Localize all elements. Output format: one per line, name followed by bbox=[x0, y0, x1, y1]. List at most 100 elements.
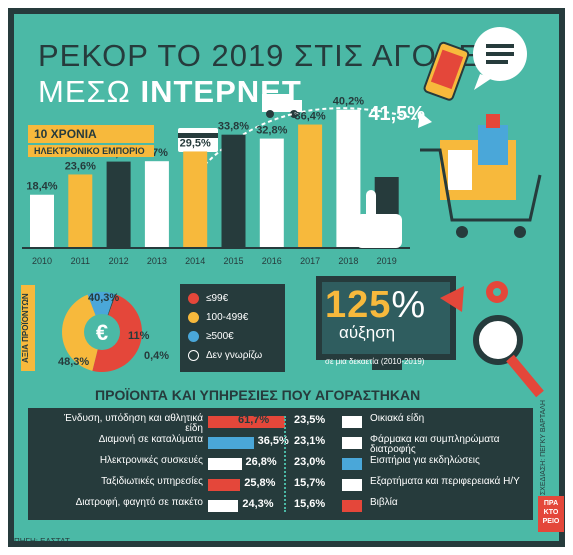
legend-item-1: 100-499€ bbox=[188, 312, 248, 323]
product-right-label-4: Βιβλία bbox=[370, 497, 398, 508]
product-right-label-3: Εξαρτήματα και περιφερειακά Η/Υ bbox=[370, 476, 520, 487]
year-tick-2011: 2011 bbox=[71, 256, 90, 266]
pie-legend: ≤99€ 100-499€ ≥500€ Δεν γνωρίζω bbox=[180, 284, 285, 372]
bar-2014 bbox=[183, 151, 208, 247]
year-tick-2019: 2019 bbox=[377, 256, 397, 266]
decade-badge: 10 ΧΡΟΝΙΑ ΗΛΕΚΤΡΟΝΙΚΟ ΕΜΠΟΡΙΟ bbox=[28, 125, 162, 161]
legend-swatch-3 bbox=[188, 350, 199, 361]
growth-note: σε μια δεκαετία (2010-2019) bbox=[325, 357, 425, 366]
legend-swatch-0 bbox=[188, 293, 199, 304]
product-left-label-1: Διαμονή σε καταλύματα bbox=[98, 434, 203, 445]
pie-side-label: ΑΞΙΑ ΠΡΟΪΟΝΤΩΝ bbox=[21, 285, 35, 371]
product-right-swatch-2 bbox=[342, 458, 362, 470]
product-left-pct-1: 36,5% bbox=[257, 435, 289, 447]
product-left-pct-4: 24,3% bbox=[242, 498, 274, 510]
pie-center bbox=[84, 314, 120, 350]
pie-label-1: 40,3% bbox=[88, 292, 120, 304]
product-right-pct-0: 23,5% bbox=[294, 414, 326, 426]
product-right-pct-3: 15,7% bbox=[294, 477, 326, 489]
product-left-pct-0: 61,7% bbox=[238, 414, 270, 426]
badge-line1: 10 ΧΡΟΝΙΑ bbox=[28, 125, 154, 143]
pie-label-2: 11% bbox=[128, 330, 150, 342]
year-tick-2018: 2018 bbox=[338, 256, 358, 266]
growth-word: αύξηση bbox=[339, 323, 396, 342]
legend-swatch-2 bbox=[188, 331, 199, 342]
table-divider bbox=[284, 416, 286, 512]
product-right-swatch-0 bbox=[342, 416, 362, 428]
bar-2011 bbox=[68, 174, 93, 247]
growth-arc-arrow bbox=[194, 107, 421, 176]
legend-label-2: ≥500€ bbox=[206, 331, 234, 342]
product-right-pct-1: 23,1% bbox=[294, 435, 326, 447]
magnifier-icon bbox=[473, 315, 544, 398]
product-left-bar-2 bbox=[208, 458, 242, 470]
legend-item-0: ≤99€ bbox=[188, 293, 228, 304]
product-right-pct-2: 23,0% bbox=[294, 456, 326, 468]
design-credit: ΣΧΕΔΙΑΣΗ: ΠΕΓΚΥ ΒΑΡΤΑΛΗ bbox=[540, 400, 547, 496]
arc-arrow-head bbox=[418, 112, 432, 128]
year-tick-2013: 2013 bbox=[147, 256, 167, 266]
legend-swatch-1 bbox=[188, 312, 199, 323]
product-right-swatch-4 bbox=[342, 500, 362, 512]
logo-line2: ΚΤΟ bbox=[543, 509, 559, 516]
year-tick-2012: 2012 bbox=[109, 256, 129, 266]
bar-value-2016: 32,8% bbox=[256, 125, 287, 137]
year-tick-2014: 2014 bbox=[185, 256, 205, 266]
pie-label-0: 48,3% bbox=[58, 356, 90, 368]
product-left-bar-3 bbox=[208, 479, 241, 491]
products-title: ΠΡΟΪΟΝΤΑ ΚΑΙ ΥΠΗΡΕΣΙΕΣ ΠΟΥ ΑΓΟΡΑΣΤΗΚΑΝ bbox=[95, 387, 421, 403]
legend-item-3: Δεν γνωρίζω bbox=[188, 350, 262, 361]
product-right-label-1: Φάρμακα και συμπληρώματα διατροφής bbox=[370, 434, 500, 455]
bar-value-2014: 29,5% bbox=[180, 137, 211, 149]
bar-2010 bbox=[30, 194, 54, 247]
delivery-truck-icon bbox=[262, 94, 302, 118]
bar-value-2011: 23,6% bbox=[65, 160, 96, 172]
product-right-label-2: Εισιτήρια για εκδηλώσεις bbox=[370, 455, 480, 466]
growth-callout: 125% αύξηση σε μια δεκαετία (2010-2019) bbox=[325, 284, 445, 366]
legend-label-3: Δεν γνωρίζω bbox=[206, 350, 263, 361]
growth-value: 125 bbox=[325, 284, 392, 326]
bar-value-2018: 40,2% bbox=[333, 96, 364, 108]
year-tick-2017: 2017 bbox=[300, 256, 320, 266]
logo-line1: ΠΡΑ bbox=[543, 500, 559, 507]
product-right-swatch-1 bbox=[342, 437, 362, 449]
product-left-bar-0 bbox=[208, 416, 286, 428]
pie-slice-1 bbox=[62, 294, 102, 371]
product-left-label-0: Ένδυση, υπόδηση και αθλητικά είδη bbox=[64, 413, 203, 434]
year-tick-2015: 2015 bbox=[223, 256, 243, 266]
product-left-label-2: Ηλεκτρονικές συσκευές bbox=[99, 455, 203, 466]
year-tick-2016: 2016 bbox=[262, 256, 282, 266]
publisher-logo: ΠΡΑ ΚΤΟ ΡΕΙΟ bbox=[538, 496, 564, 532]
bar-2013 bbox=[144, 161, 169, 247]
product-right-label-0: Οικιακά είδη bbox=[370, 413, 425, 424]
legend-item-2: ≥500€ bbox=[188, 331, 234, 342]
title-line1: ΡΕΚΟΡ ΤΟ 2019 ΣΤΙΣ ΑΓΟΡΕΣ bbox=[38, 38, 501, 73]
legend-label-1: 100-499€ bbox=[206, 312, 249, 323]
product-left-label-4: Διατροφή, φαγητό σε πακέτο bbox=[75, 497, 203, 508]
growth-unit: % bbox=[391, 284, 427, 326]
products-table: Ένδυση, υπόδηση και αθλητικά είδη 61,7% Δι… bbox=[28, 408, 533, 520]
euro-icon: € bbox=[96, 320, 108, 345]
pie-label-3: 0,4% bbox=[144, 350, 170, 362]
year-tick-2010: 2010 bbox=[32, 256, 52, 266]
bar-value-2015: 33,8% bbox=[218, 121, 249, 133]
smartphone-icon bbox=[423, 41, 470, 101]
pie-slice-2 bbox=[87, 292, 115, 332]
bar-value-2019: 41,5% bbox=[368, 103, 425, 125]
monitor-icon bbox=[316, 276, 456, 370]
legend-label-0: ≤99€ bbox=[206, 293, 229, 304]
shopping-cart-icon bbox=[420, 114, 542, 238]
bar-2016 bbox=[259, 138, 284, 247]
product-right-pct-4: 15,6% bbox=[294, 498, 326, 510]
logo-line3: ΡΕΙΟ bbox=[542, 518, 560, 525]
product-left-label-3: Ταξιδιωτικές υπηρεσίες bbox=[101, 476, 203, 487]
bar-value-2017: 36,4% bbox=[294, 111, 325, 123]
product-left-pct-3: 25,8% bbox=[244, 477, 276, 489]
chat-bubble-icon bbox=[473, 27, 527, 90]
bar-value-2010: 18,4% bbox=[26, 181, 57, 193]
title-line2-a: ΜΕΣΩ bbox=[38, 74, 131, 109]
bar-2012 bbox=[106, 161, 131, 247]
product-left-bar-4 bbox=[208, 500, 239, 512]
product-left-bar-1 bbox=[208, 437, 254, 449]
